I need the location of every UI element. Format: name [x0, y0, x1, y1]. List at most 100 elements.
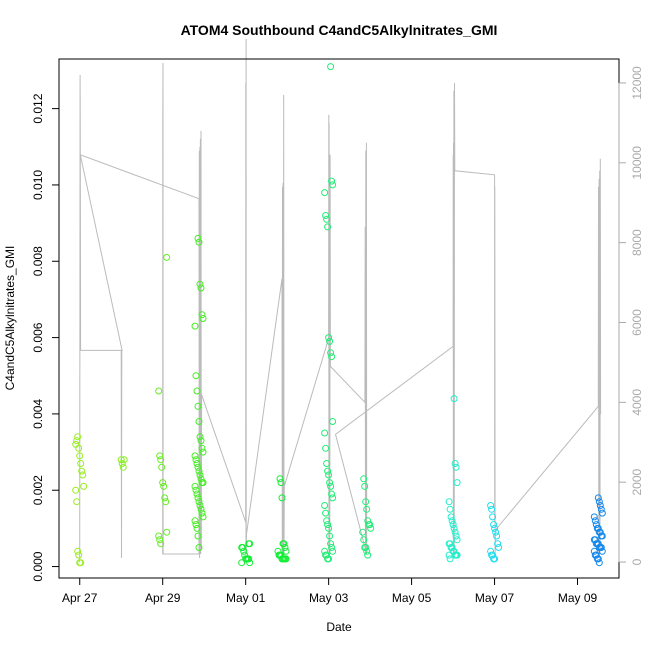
data-point	[193, 460, 201, 467]
data-point	[198, 509, 206, 517]
data-point	[328, 544, 336, 551]
data-point	[491, 555, 499, 563]
data-point	[448, 517, 456, 525]
data-point	[276, 475, 284, 483]
data-point	[158, 463, 166, 471]
data-point	[450, 395, 458, 403]
data-point	[450, 524, 458, 532]
data-point	[196, 471, 204, 479]
data-point	[73, 498, 81, 506]
data-point	[449, 521, 457, 529]
x-tick-label: Apr 27	[62, 591, 98, 605]
data-point	[75, 444, 83, 452]
data-point	[74, 547, 82, 555]
right-y-tick-label: 0	[630, 558, 644, 565]
data-point	[323, 215, 331, 223]
data-point	[364, 551, 372, 559]
data-point	[198, 311, 206, 319]
data-point	[157, 540, 165, 548]
data-point	[327, 482, 335, 490]
data-point	[161, 494, 169, 502]
data-point	[196, 502, 204, 509]
data-point	[156, 452, 164, 460]
data-point	[590, 547, 598, 555]
data-point	[156, 536, 164, 544]
data-point	[240, 547, 248, 555]
data-point	[595, 498, 603, 506]
data-point	[194, 532, 202, 540]
data-point	[75, 551, 83, 559]
data-point	[77, 559, 85, 567]
data-point	[321, 189, 329, 197]
data-point	[195, 467, 203, 475]
data-point	[359, 528, 367, 536]
x-tick-label: May 09	[558, 591, 598, 605]
data-point	[197, 284, 205, 292]
data-point	[362, 544, 370, 551]
y-axis-label: C4andC5Alkylnitrates_GMI	[3, 246, 17, 391]
data-point	[328, 490, 336, 498]
data-point	[363, 505, 371, 513]
data-point	[489, 551, 497, 559]
data-point	[282, 555, 290, 563]
data-point	[282, 547, 290, 555]
data-point	[74, 433, 82, 441]
data-point	[155, 387, 163, 395]
data-point	[326, 532, 334, 540]
data-point	[191, 517, 199, 525]
data-point	[195, 238, 203, 246]
data-point	[364, 517, 372, 525]
data-point	[493, 532, 501, 540]
right-y-tick-label: 8000	[630, 229, 644, 256]
data-point	[451, 528, 459, 536]
data-point	[495, 544, 503, 551]
data-point	[491, 524, 499, 532]
data-point	[323, 551, 331, 559]
x-tick-label: May 05	[392, 591, 432, 605]
data-point	[324, 521, 332, 529]
right-y-tick-label: 2000	[630, 469, 644, 496]
data-point	[197, 437, 205, 445]
data-point	[490, 521, 498, 529]
data-point	[76, 452, 84, 460]
data-point	[162, 498, 170, 506]
data-point	[594, 524, 602, 532]
data-point	[119, 463, 127, 471]
data-point	[199, 448, 207, 456]
altitude-line	[79, 38, 602, 563]
data-point	[327, 63, 335, 71]
data-point	[73, 437, 81, 445]
data-point	[327, 540, 335, 548]
data-point	[326, 337, 334, 345]
data-point	[446, 540, 454, 548]
data-point	[196, 433, 204, 441]
data-point	[120, 456, 128, 464]
data-point	[329, 547, 337, 555]
data-point	[598, 547, 606, 555]
data-point	[321, 547, 329, 555]
data-point	[329, 418, 337, 425]
data-point	[598, 532, 606, 540]
data-point	[453, 551, 461, 559]
y-axis: 0.000 0.002 0.004 0.006 0.008 0.010 0.012	[31, 93, 60, 582]
x-tick-label: May 01	[226, 591, 266, 605]
data-point	[487, 502, 495, 509]
data-point	[163, 253, 171, 261]
y-tick-label: 0.006	[31, 322, 45, 352]
y-tick-label: 0.000	[31, 551, 45, 581]
data-point	[494, 540, 502, 548]
y-tick-label: 0.012	[31, 93, 45, 123]
y-tick-label: 0.010	[31, 170, 45, 200]
data-point	[278, 494, 286, 502]
data-point	[590, 513, 598, 521]
x-axis-label: Date	[326, 620, 352, 634]
data-point	[328, 177, 336, 185]
data-point	[194, 463, 202, 471]
data-point	[595, 559, 603, 567]
data-point	[598, 509, 606, 517]
data-point	[321, 502, 329, 509]
altitude-layer	[79, 38, 602, 563]
data-point	[360, 536, 368, 544]
data-point	[193, 524, 201, 532]
